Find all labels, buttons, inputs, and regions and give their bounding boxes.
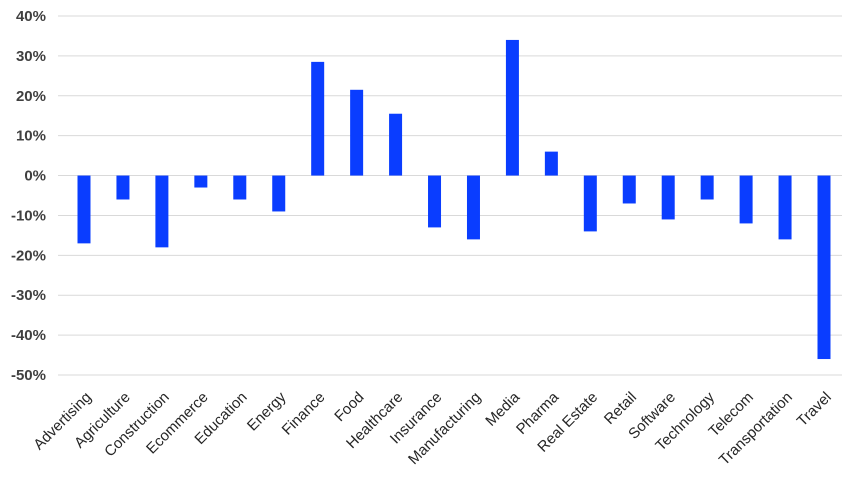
bar-finance xyxy=(311,61,325,176)
y-tick-label: 30% xyxy=(16,48,46,65)
y-tick-label: -30% xyxy=(11,287,46,304)
bar-agriculture xyxy=(116,175,130,200)
y-tick-label: -20% xyxy=(11,247,46,264)
bar-ecommerce xyxy=(194,175,208,188)
bar-software xyxy=(661,175,675,220)
x-tick-label: Travel xyxy=(794,389,835,430)
bar-media xyxy=(505,39,519,176)
bar-food xyxy=(350,89,364,176)
bars xyxy=(77,39,831,360)
y-tick-label: 10% xyxy=(16,128,46,145)
bar-manufacturing xyxy=(466,175,480,240)
bar-travel xyxy=(817,175,831,360)
bar-education xyxy=(233,175,247,200)
y-tick-label: 0% xyxy=(24,168,46,185)
y-tick-label: 20% xyxy=(16,88,46,105)
y-tick-label: -10% xyxy=(11,207,46,224)
bar-pharma xyxy=(544,151,558,176)
x-tick-label: Finance xyxy=(279,389,329,439)
x-tick-label: Food xyxy=(331,389,367,425)
x-axis: AdvertisingAgricultureConstructionEcomme… xyxy=(30,388,834,468)
y-tick-label: 40% xyxy=(16,8,46,25)
gridlines xyxy=(58,15,842,376)
bar-construction xyxy=(155,175,169,248)
bar-energy xyxy=(272,175,286,212)
bar-retail xyxy=(622,175,636,204)
bar-healthcare xyxy=(389,113,403,176)
bar-transportation xyxy=(778,175,792,240)
bar-insurance xyxy=(428,175,442,228)
bar-telecom xyxy=(739,175,753,224)
bar-real-estate xyxy=(583,175,597,232)
y-axis: -50% -40% -30% -20% -10% 0% 10% 20% 30% 40% xyxy=(11,8,46,384)
y-tick-label: -40% xyxy=(11,327,46,344)
bar-technology xyxy=(700,175,714,200)
bar-advertising xyxy=(77,175,91,244)
y-tick-label: -50% xyxy=(11,367,46,384)
